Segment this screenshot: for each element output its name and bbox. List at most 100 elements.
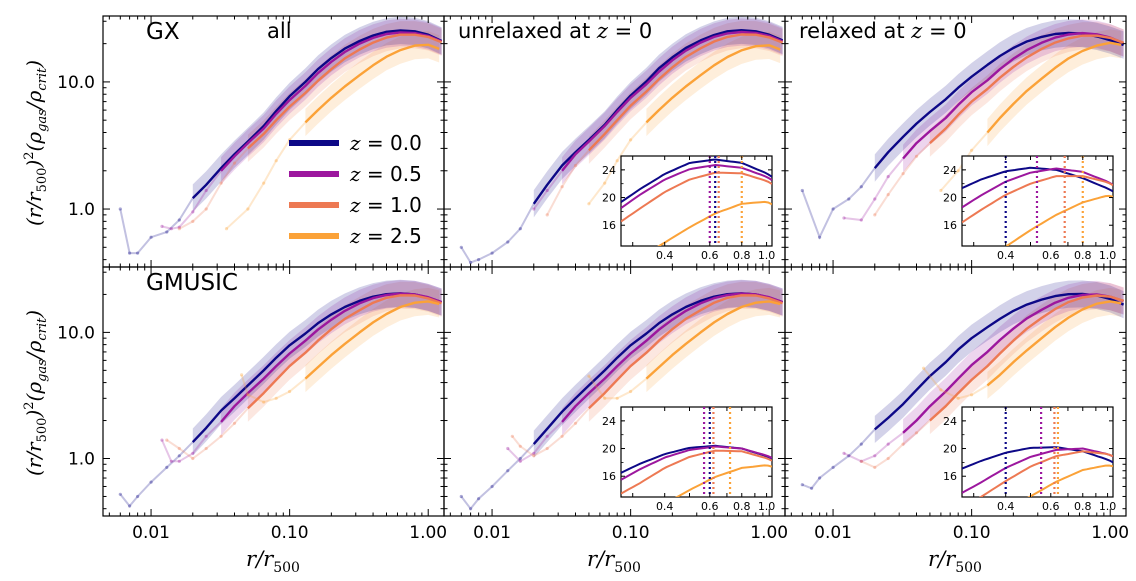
- inset-x-tick-label: 0.8: [1074, 500, 1092, 513]
- y-tick-label: 10.0: [57, 323, 95, 343]
- panel-title: all: [267, 19, 292, 43]
- point-z1.0: [532, 454, 536, 458]
- point-z2.5: [246, 207, 250, 211]
- inset-y-tick-label: 16: [943, 470, 957, 483]
- band-z2.5: [987, 287, 1122, 399]
- point-z0.0: [506, 469, 510, 473]
- point-z0.5: [160, 438, 164, 442]
- point-z0.5: [169, 459, 173, 463]
- inset-GX-relaxed: 16 20 24 0.4 0.6 0.8 1.0: [943, 155, 1116, 262]
- point-z0.0: [136, 251, 140, 255]
- x-axis-label: r/r500: [246, 547, 300, 576]
- point-z2.5: [262, 181, 266, 185]
- insets: 16 20 24 0.4 0.6 0.8 1.0 16 20 24 0.4 0.6 0.8 1.0 16 20…: [602, 155, 1116, 513]
- point-z1.0: [204, 207, 208, 211]
- point-z0.5: [160, 224, 164, 228]
- band-z2.5: [646, 287, 781, 393]
- inset-line-z1.0: [621, 171, 772, 223]
- point-z2.5: [629, 389, 633, 394]
- panel-lines-GX-relaxed: [800, 31, 1125, 240]
- inset-x-tick-label: 0.4: [997, 249, 1015, 262]
- line-z0.5: [561, 30, 784, 172]
- point-z2.5: [603, 181, 607, 185]
- point-z0.0: [118, 492, 122, 496]
- point-z0.5: [873, 454, 877, 458]
- axes: [102, 15, 1127, 517]
- inset-line-z0.5: [621, 163, 772, 209]
- legend-label: z = 0.5: [349, 162, 422, 186]
- point-z0.0: [477, 258, 481, 262]
- inset-line-z1.0: [978, 450, 1113, 497]
- point-z2.5: [587, 202, 591, 206]
- point-z1.0: [232, 421, 237, 425]
- inset-y-tick-label: 16: [602, 470, 616, 483]
- point-z1.0: [545, 446, 549, 451]
- y-tick-label: 1.0: [68, 200, 95, 220]
- inset-y-tick-label: 20: [943, 443, 957, 456]
- inset-y-tick-label: 24: [943, 164, 957, 177]
- inset-y-tick-label: 20: [602, 443, 616, 456]
- point-z0.0: [149, 235, 153, 239]
- y-axis-label: (r/r500)2(ρgas/ρcrit): [22, 310, 50, 476]
- point-z2.5: [274, 396, 278, 400]
- panel-axes-GMUSIC-relaxed: [784, 266, 1127, 517]
- point-z0.5: [532, 451, 536, 455]
- panel-lines-GX-unrelaxed: [459, 29, 784, 265]
- point-z1.0: [573, 421, 578, 425]
- point-z0.0: [831, 207, 835, 211]
- point-z0.5: [842, 216, 846, 220]
- point-z2.5: [288, 389, 292, 394]
- inset-lines: [621, 156, 772, 246]
- point-z0.0: [831, 465, 835, 469]
- y-axis-label-group: (r/r500)2(ρgas/ρcrit): [22, 60, 50, 226]
- y-axis-label: (r/r500)2(ρgas/ρcrit): [22, 60, 50, 226]
- inset-y-tick-label: 24: [602, 164, 616, 177]
- inset-lines: [621, 407, 772, 497]
- point-z1.0: [219, 434, 223, 438]
- band-z0.0: [533, 16, 783, 218]
- point-z0.0: [818, 476, 822, 480]
- point-z0.0: [800, 483, 804, 487]
- line-z2.5: [645, 44, 781, 124]
- line-z0.5: [220, 31, 443, 172]
- x-tick-label: 1.00: [409, 523, 447, 543]
- band-z2.5: [646, 31, 781, 137]
- line-z1.0: [588, 33, 784, 152]
- point-z2.5: [587, 374, 591, 378]
- panel-lines-GMUSIC-all: [118, 292, 443, 508]
- point-z1.0: [886, 456, 890, 461]
- point-z0.0: [847, 454, 851, 458]
- band-z2.5: [987, 29, 1122, 147]
- point-z0.5: [859, 459, 863, 463]
- point-z0.5: [842, 451, 846, 455]
- inset-GMUSIC-relaxed: 16 20 24 0.4 0.6 0.8 1.0: [943, 406, 1116, 513]
- inset-x-tick-label: 0.6: [701, 500, 719, 513]
- y-tick-label: 1.0: [68, 450, 95, 470]
- point-z0.5: [545, 434, 549, 438]
- point-z0.0: [818, 235, 822, 239]
- point-z1.0: [560, 185, 564, 189]
- y-axis-label-group: (r/r500)2(ρgas/ρcrit): [22, 310, 50, 476]
- inset-x-tick-label: 0.8: [1074, 249, 1092, 262]
- inset-line-z0.0: [962, 446, 1113, 470]
- point-z0.5: [873, 197, 877, 201]
- inset-GMUSIC-unrelaxed: 16 20 24 0.4 0.6 0.8 1.0: [602, 406, 776, 513]
- legend-label: z = 1.0: [349, 193, 422, 217]
- point-z1.0: [177, 227, 181, 231]
- inset-x-tick-label: 0.6: [1042, 249, 1060, 262]
- point-z0.0: [847, 197, 851, 201]
- line-z2.5: [986, 41, 1122, 134]
- point-z0.0: [859, 185, 863, 189]
- point-z1.0: [232, 161, 237, 165]
- point-z0.0: [118, 207, 122, 211]
- line-z2.5: [304, 43, 440, 124]
- point-z0.5: [169, 227, 173, 231]
- point-z2.5: [262, 400, 266, 404]
- point-z0.0: [128, 504, 132, 508]
- point-z2.5: [615, 159, 619, 163]
- inset-x-tick-label: 1.0: [758, 500, 776, 513]
- line-z2.5: [304, 300, 440, 380]
- inset-line-z1.0: [621, 449, 772, 495]
- point-z0.0: [490, 251, 494, 255]
- inset-line-z0.0: [962, 166, 1113, 193]
